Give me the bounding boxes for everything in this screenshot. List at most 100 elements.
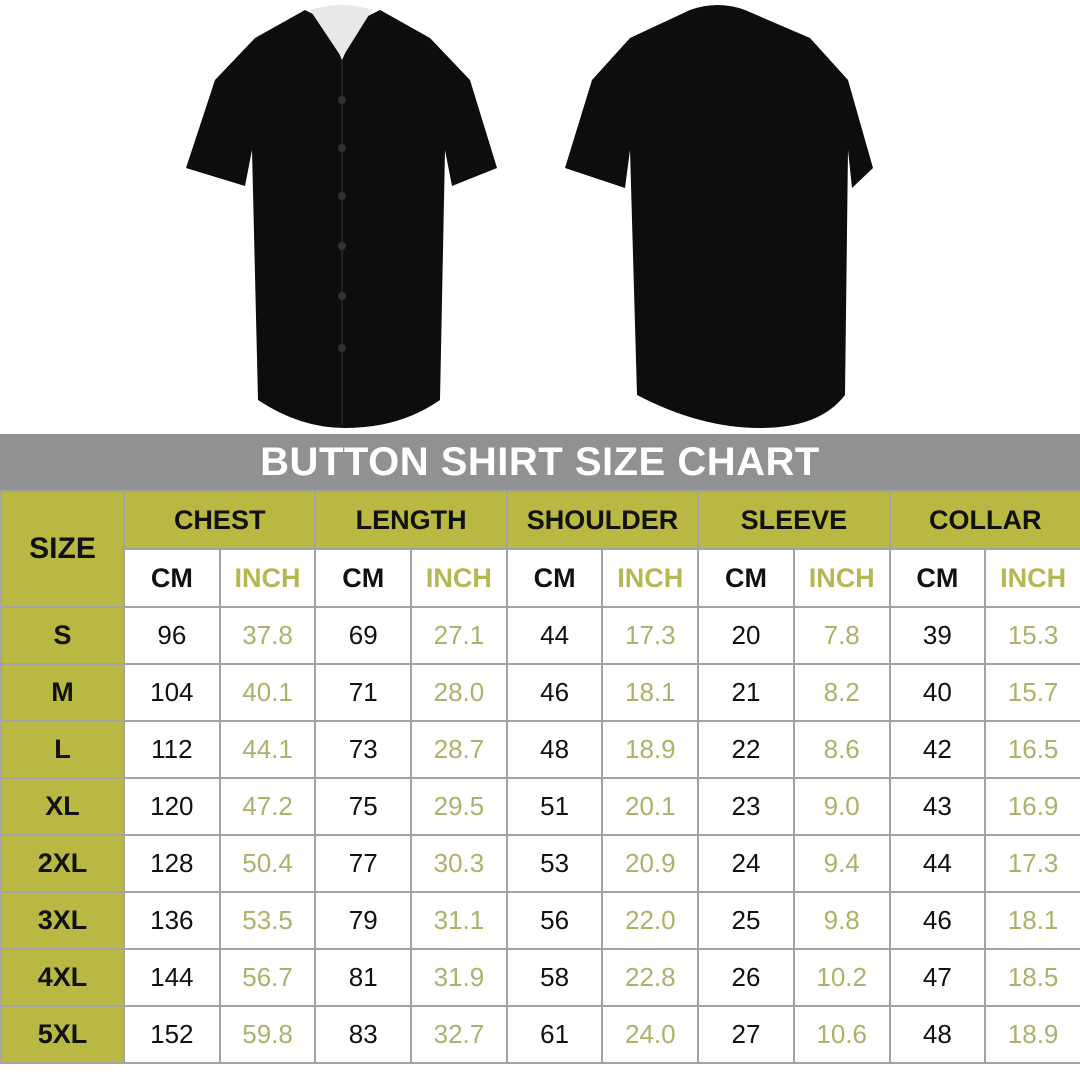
size-label: 3XL xyxy=(0,891,125,950)
table-row: 3XL 136 53.5 79 31.1 56 22.0 25 9.8 46 18.1 xyxy=(0,891,1080,950)
group-header-chest: CHEST xyxy=(122,490,317,550)
inch-value: 40.1 xyxy=(218,663,317,722)
unit-header-inch: INCH xyxy=(984,548,1080,608)
inch-value: 16.5 xyxy=(984,720,1080,779)
cm-value: 136 xyxy=(123,891,221,950)
inch-value: 8.6 xyxy=(792,720,891,779)
table-row: 2XL 128 50.4 77 30.3 53 20.9 24 9.4 44 17.3 xyxy=(0,834,1080,893)
cm-value: 25 xyxy=(697,891,795,950)
cm-value: 48 xyxy=(505,720,604,779)
unit-header-cm: CM xyxy=(505,548,604,608)
inch-value: 32.7 xyxy=(410,1005,508,1064)
inch-value: 8.2 xyxy=(792,663,891,722)
size-label: M xyxy=(0,663,125,722)
cm-value: 51 xyxy=(505,777,604,836)
size-label: XL xyxy=(0,777,125,836)
inch-value: 17.3 xyxy=(601,606,700,665)
group-header-length: LENGTH xyxy=(314,490,508,550)
cm-value: 48 xyxy=(888,1005,987,1064)
cm-value: 24 xyxy=(697,834,795,893)
unit-header-cm: CM xyxy=(888,548,987,608)
table-row: L 112 44.1 73 28.7 48 18.9 22 8.6 42 16.5 xyxy=(0,720,1080,779)
inch-value: 56.7 xyxy=(218,948,317,1007)
cm-value: 144 xyxy=(123,948,221,1007)
cm-value: 22 xyxy=(697,720,795,779)
inch-value: 29.5 xyxy=(410,777,508,836)
cm-value: 44 xyxy=(505,606,604,665)
unit-header-cm: CM xyxy=(123,548,221,608)
unit-header-inch: INCH xyxy=(792,548,891,608)
size-label: S xyxy=(0,606,125,665)
size-label: 5XL xyxy=(0,1005,125,1064)
inch-value: 20.9 xyxy=(601,834,700,893)
cm-value: 69 xyxy=(314,606,413,665)
cm-value: 83 xyxy=(314,1005,413,1064)
shirt-back-image xyxy=(565,5,873,428)
cm-value: 152 xyxy=(123,1005,221,1064)
cm-value: 43 xyxy=(888,777,987,836)
table-row: 5XL 152 59.8 83 32.7 61 24.0 27 10.6 48 18.9 xyxy=(0,1005,1080,1064)
inch-value: 44.1 xyxy=(218,720,317,779)
inch-value: 18.5 xyxy=(984,948,1080,1007)
inch-value: 18.9 xyxy=(984,1005,1080,1064)
inch-value: 22.8 xyxy=(601,948,700,1007)
group-header-sleeve: SLEEVE xyxy=(697,490,891,550)
inch-value: 31.9 xyxy=(410,948,508,1007)
cm-value: 61 xyxy=(505,1005,604,1064)
unit-header-cm: CM xyxy=(314,548,413,608)
cm-value: 120 xyxy=(123,777,221,836)
cm-value: 40 xyxy=(888,663,987,722)
size-label: 2XL xyxy=(0,834,125,893)
inch-value: 20.1 xyxy=(601,777,700,836)
unit-header-cm: CM xyxy=(697,548,795,608)
inch-value: 22.0 xyxy=(601,891,700,950)
cm-value: 27 xyxy=(697,1005,795,1064)
inch-value: 47.2 xyxy=(218,777,317,836)
cm-value: 26 xyxy=(697,948,795,1007)
inch-value: 16.9 xyxy=(984,777,1080,836)
cm-value: 77 xyxy=(314,834,413,893)
cm-value: 53 xyxy=(505,834,604,893)
table-row: 4XL 144 56.7 81 31.9 58 22.8 26 10.2 47 18.5 xyxy=(0,948,1080,1007)
inch-value: 18.1 xyxy=(601,663,700,722)
inch-value: 28.0 xyxy=(410,663,508,722)
inch-value: 18.9 xyxy=(601,720,700,779)
cm-value: 46 xyxy=(888,891,987,950)
inch-value: 10.2 xyxy=(792,948,891,1007)
size-label: 4XL xyxy=(0,948,125,1007)
unit-header-inch: INCH xyxy=(218,548,317,608)
group-header-collar: COLLAR xyxy=(888,490,1080,550)
inch-value: 7.8 xyxy=(792,606,891,665)
chart-title: BUTTON SHIRT SIZE CHART xyxy=(0,434,1080,490)
cm-value: 75 xyxy=(314,777,413,836)
inch-value: 37.8 xyxy=(218,606,317,665)
inch-value: 18.1 xyxy=(984,891,1080,950)
inch-value: 24.0 xyxy=(601,1005,700,1064)
group-header-shoulder: SHOULDER xyxy=(505,490,700,550)
inch-value: 9.0 xyxy=(792,777,891,836)
inch-value: 9.8 xyxy=(792,891,891,950)
inch-value: 17.3 xyxy=(984,834,1080,893)
inch-value: 27.1 xyxy=(410,606,508,665)
unit-header-inch: INCH xyxy=(601,548,700,608)
cm-value: 79 xyxy=(314,891,413,950)
inch-value: 10.6 xyxy=(792,1005,891,1064)
table-row: XL 120 47.2 75 29.5 51 20.1 23 9.0 43 16.9 xyxy=(0,777,1080,836)
product-photo xyxy=(0,0,1080,432)
inch-value: 50.4 xyxy=(218,834,317,893)
cm-value: 42 xyxy=(888,720,987,779)
cm-value: 96 xyxy=(123,606,221,665)
cm-value: 56 xyxy=(505,891,604,950)
cm-value: 20 xyxy=(697,606,795,665)
cm-value: 128 xyxy=(123,834,221,893)
size-header: SIZE xyxy=(0,490,125,608)
inch-value: 31.1 xyxy=(410,891,508,950)
cm-value: 39 xyxy=(888,606,987,665)
cm-value: 104 xyxy=(123,663,221,722)
cm-value: 47 xyxy=(888,948,987,1007)
inch-value: 59.8 xyxy=(218,1005,317,1064)
table-row: M 104 40.1 71 28.0 46 18.1 21 8.2 40 15.7 xyxy=(0,663,1080,722)
size-label: L xyxy=(0,720,125,779)
size-chart-table: SIZE CHEST LENGTH SHOULDER SLEEVE COLLAR… xyxy=(0,490,1080,1064)
cm-value: 71 xyxy=(314,663,413,722)
